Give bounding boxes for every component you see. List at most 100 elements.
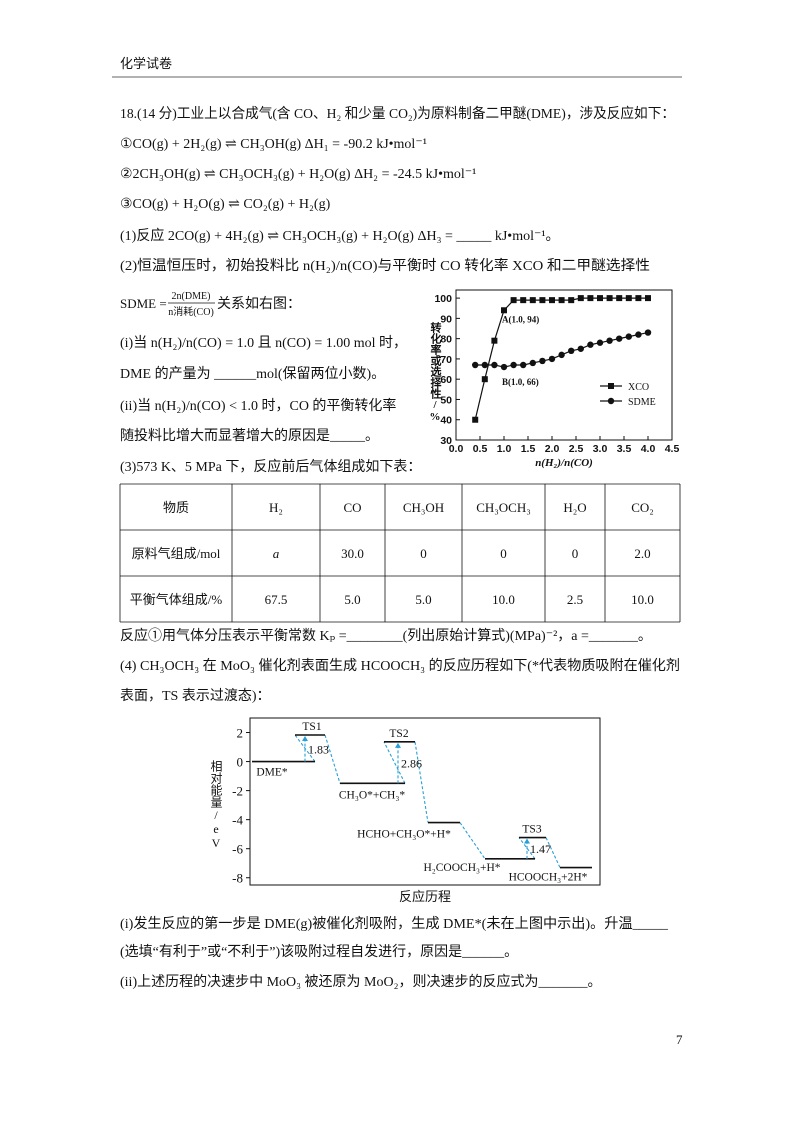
level-label: CH₃O*+CH₃* (339, 789, 406, 801)
y-tick-label: 90 (440, 313, 452, 325)
x-tick-label: 0.0 (449, 443, 464, 455)
legend-marker (607, 397, 615, 405)
y-axis-label: 相对能量/eV (209, 760, 223, 850)
marker-circle (577, 345, 584, 352)
text-line: DME 的产量为 ______mol(保留两位小数)。 (120, 366, 385, 382)
marker-circle (558, 351, 565, 359)
marker-circle (548, 355, 556, 363)
barrier-label: 1.47 (530, 842, 551, 856)
table-cell: 0 (572, 546, 579, 561)
text-line: 反应①用气体分压表示平衡常数 Kₚ =________(列出原始计算式)(MPa… (120, 627, 652, 644)
table-cell: a (273, 546, 280, 561)
arrow-head (395, 742, 401, 748)
connector (383, 741, 406, 784)
y-tick-label: 50 (440, 394, 452, 406)
marker-square (597, 295, 603, 302)
x-tick-label: 1.5 (521, 443, 536, 455)
marker-square (625, 295, 632, 302)
y-tick-label: 80 (440, 334, 452, 346)
table-cell: 原料气组成/mol (132, 546, 221, 561)
marker-circle (520, 361, 527, 369)
marker-circle (587, 341, 594, 348)
marker-square (616, 295, 623, 302)
x-tick-label: 1.0 (497, 443, 512, 455)
marker-circle (596, 339, 604, 346)
marker-square (472, 416, 479, 423)
marker-square (645, 295, 651, 302)
table-cell: CO (343, 500, 361, 515)
barrier-label: 2.86 (401, 757, 422, 771)
text-line: (ii)上述历程的决速步中 MoO₃ 被还原为 MoO₂，则决速步的反应式为__… (120, 973, 601, 990)
text-line: (i)当 n(H₂)/n(CO) = 1.0 且 n(CO) = 1.00 mo… (120, 335, 407, 351)
x-tick-label: 4.5 (665, 443, 680, 455)
marker-square (558, 297, 565, 304)
connector (294, 734, 316, 762)
x-tick-label: 3.5 (617, 443, 632, 455)
table-cell: 10.0 (492, 592, 515, 607)
text-line: (2)恒温恒压时，初始投料比 n(H₂)/n(CO)与平衡时 CO 转化率 XC… (120, 257, 650, 274)
marker-circle (481, 361, 488, 369)
marker-square (501, 307, 507, 314)
marker-circle (510, 361, 517, 369)
level-label: H₂COOCH₃+H* (423, 862, 500, 874)
connector (324, 734, 341, 784)
fraction-numerator: 2n(DME) (172, 291, 211, 302)
text-line: (3)573 K、5 MPa 下，反应前后气体组成如下表： (120, 458, 421, 475)
table-cell: 0 (500, 546, 507, 561)
sdme-lhs: SDME = (120, 296, 167, 311)
barrier-label: 1.83 (308, 742, 329, 756)
text-line: (4) CH₃OCH₃ 在 MoO₃ 催化剂表面生成 HCOOCH₃ 的反应历程… (120, 657, 680, 674)
marker-circle (491, 361, 498, 369)
y-tick-label: 2 (237, 726, 244, 741)
y-tick-label: -6 (232, 842, 243, 857)
level-label: TS3 (522, 824, 541, 836)
legend-marker (608, 383, 614, 389)
marker-square (568, 297, 575, 304)
y-tick-label: 40 (440, 415, 452, 427)
marker-circle (606, 337, 613, 344)
x-tick-label: 2.5 (569, 443, 584, 455)
table-cell: CH₃OCH₃ (476, 500, 531, 515)
x-axis-label: 反应历程 (399, 889, 451, 904)
y-tick-label: 30 (440, 435, 452, 447)
marker-circle (539, 357, 546, 365)
marker-circle (635, 331, 642, 338)
text-line: ③CO(g) + H₂O(g) ⇌ CO₂(g) + H₂(g) (120, 197, 331, 212)
y-tick-label: 100 (434, 293, 452, 305)
connector (459, 822, 486, 860)
table-cell: 5.0 (415, 592, 431, 607)
table-cell: 2.5 (567, 592, 583, 607)
text-line: (选填“有利于”或“不利于”)该吸附过程自发进行，原因是______。 (120, 944, 518, 960)
marker-square (549, 297, 555, 304)
marker-square (635, 295, 642, 302)
table-cell: 67.5 (265, 592, 288, 607)
text-line: 18.(14 分)工业上以合成气(含 CO、H₂ 和少量 CO₂)为原料制备二甲… (120, 105, 675, 122)
level-label: HCOOCH₃+2H* (509, 872, 588, 884)
y-tick-label: -2 (232, 784, 243, 799)
level-label: DME* (256, 767, 288, 779)
sdme-rhs: 关系如右图： (217, 296, 301, 312)
text-line: (ii)当 n(H₂)/n(CO) < 1.0 时，CO 的平衡转化率 (120, 397, 396, 414)
marker-square (587, 295, 594, 302)
x-tick-label: 2.0 (545, 443, 560, 455)
marker-circle (500, 363, 508, 371)
table-cell: CH₃OH (403, 500, 444, 515)
marker-square (529, 297, 536, 304)
page-number: 7 (676, 1032, 683, 1047)
level-label: TS1 (302, 721, 321, 733)
table-cell: H₂O (563, 500, 586, 515)
marker-circle (616, 335, 623, 342)
table-cell: 5.0 (344, 592, 360, 607)
table-cell: 0 (420, 546, 427, 561)
connector (518, 837, 536, 860)
table-cell: CO₂ (631, 500, 654, 515)
legend-label: XCO (628, 382, 649, 393)
arrow-head (524, 838, 530, 844)
y-tick-label: -4 (232, 813, 243, 828)
level-label: TS2 (389, 728, 408, 740)
marker-square (481, 376, 488, 383)
y-tick-label: -8 (232, 871, 243, 886)
header-title: 化学试卷 (120, 56, 172, 71)
